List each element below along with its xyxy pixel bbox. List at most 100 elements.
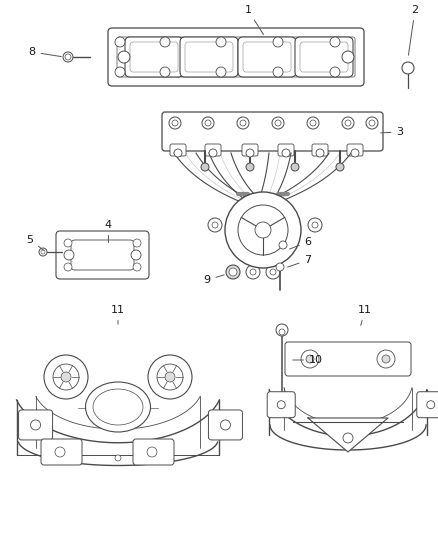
FancyBboxPatch shape bbox=[205, 144, 221, 156]
FancyBboxPatch shape bbox=[180, 37, 238, 77]
Circle shape bbox=[64, 239, 72, 247]
Circle shape bbox=[351, 149, 359, 157]
Circle shape bbox=[41, 250, 45, 254]
FancyBboxPatch shape bbox=[285, 342, 411, 376]
Circle shape bbox=[240, 120, 246, 126]
FancyBboxPatch shape bbox=[238, 37, 296, 77]
Text: 5: 5 bbox=[27, 235, 44, 251]
Circle shape bbox=[275, 120, 281, 126]
Circle shape bbox=[273, 37, 283, 47]
FancyBboxPatch shape bbox=[208, 410, 242, 440]
Text: 4: 4 bbox=[104, 220, 112, 230]
Circle shape bbox=[216, 37, 226, 47]
Circle shape bbox=[276, 324, 288, 336]
Circle shape bbox=[250, 269, 256, 275]
Circle shape bbox=[133, 263, 141, 271]
Text: 3: 3 bbox=[381, 127, 403, 137]
Circle shape bbox=[246, 149, 254, 157]
Circle shape bbox=[169, 117, 181, 129]
Circle shape bbox=[216, 67, 226, 77]
Circle shape bbox=[65, 54, 71, 60]
Text: 7: 7 bbox=[288, 255, 311, 267]
Circle shape bbox=[336, 163, 344, 171]
Circle shape bbox=[31, 420, 41, 430]
FancyBboxPatch shape bbox=[185, 42, 233, 72]
Polygon shape bbox=[17, 397, 219, 443]
Text: 10: 10 bbox=[293, 355, 323, 365]
Circle shape bbox=[266, 265, 280, 279]
FancyBboxPatch shape bbox=[243, 42, 291, 72]
Circle shape bbox=[148, 355, 192, 399]
FancyBboxPatch shape bbox=[108, 28, 364, 86]
Circle shape bbox=[273, 67, 283, 77]
Circle shape bbox=[115, 67, 125, 77]
Circle shape bbox=[131, 250, 141, 260]
Circle shape bbox=[270, 269, 276, 275]
Circle shape bbox=[307, 117, 319, 129]
Circle shape bbox=[369, 120, 375, 126]
Circle shape bbox=[342, 51, 354, 63]
FancyBboxPatch shape bbox=[278, 144, 294, 156]
Polygon shape bbox=[174, 153, 255, 202]
Circle shape bbox=[306, 355, 314, 363]
Circle shape bbox=[366, 117, 378, 129]
Circle shape bbox=[312, 222, 318, 228]
Circle shape bbox=[427, 401, 435, 409]
FancyBboxPatch shape bbox=[71, 240, 134, 270]
Circle shape bbox=[277, 401, 285, 409]
Circle shape bbox=[63, 52, 73, 62]
Text: 1: 1 bbox=[244, 5, 264, 35]
Circle shape bbox=[330, 67, 340, 77]
Circle shape bbox=[205, 120, 211, 126]
FancyBboxPatch shape bbox=[130, 42, 178, 72]
Circle shape bbox=[226, 265, 240, 279]
FancyBboxPatch shape bbox=[170, 144, 186, 156]
Text: 11: 11 bbox=[111, 305, 125, 324]
FancyBboxPatch shape bbox=[267, 392, 295, 418]
FancyBboxPatch shape bbox=[162, 112, 383, 151]
Circle shape bbox=[343, 433, 353, 443]
FancyBboxPatch shape bbox=[133, 439, 174, 465]
Circle shape bbox=[157, 364, 183, 390]
Circle shape bbox=[345, 120, 351, 126]
Polygon shape bbox=[209, 153, 262, 202]
Circle shape bbox=[246, 163, 254, 171]
Circle shape bbox=[209, 149, 217, 157]
Circle shape bbox=[276, 263, 284, 271]
Circle shape bbox=[115, 455, 121, 461]
Circle shape bbox=[272, 117, 284, 129]
FancyBboxPatch shape bbox=[417, 392, 438, 418]
FancyBboxPatch shape bbox=[18, 410, 53, 440]
Circle shape bbox=[316, 149, 324, 157]
Circle shape bbox=[220, 420, 230, 430]
Circle shape bbox=[147, 447, 157, 457]
Circle shape bbox=[377, 350, 395, 368]
Circle shape bbox=[118, 51, 130, 63]
Circle shape bbox=[133, 239, 141, 247]
Circle shape bbox=[53, 364, 79, 390]
Polygon shape bbox=[269, 387, 427, 436]
FancyBboxPatch shape bbox=[41, 439, 82, 465]
Circle shape bbox=[201, 163, 209, 171]
FancyBboxPatch shape bbox=[242, 144, 258, 156]
FancyBboxPatch shape bbox=[347, 144, 363, 156]
Circle shape bbox=[382, 355, 390, 363]
Circle shape bbox=[225, 192, 301, 268]
Circle shape bbox=[255, 222, 271, 238]
Circle shape bbox=[44, 355, 88, 399]
Circle shape bbox=[174, 149, 182, 157]
Circle shape bbox=[229, 268, 237, 276]
Circle shape bbox=[64, 263, 72, 271]
Circle shape bbox=[308, 218, 322, 232]
Text: 8: 8 bbox=[28, 47, 61, 57]
Circle shape bbox=[55, 447, 65, 457]
FancyBboxPatch shape bbox=[295, 37, 353, 77]
Circle shape bbox=[165, 372, 175, 382]
Text: 2: 2 bbox=[408, 5, 419, 55]
Circle shape bbox=[64, 250, 74, 260]
FancyBboxPatch shape bbox=[312, 144, 328, 156]
Circle shape bbox=[282, 149, 290, 157]
Polygon shape bbox=[308, 418, 388, 452]
Polygon shape bbox=[265, 153, 351, 202]
FancyBboxPatch shape bbox=[117, 37, 355, 77]
